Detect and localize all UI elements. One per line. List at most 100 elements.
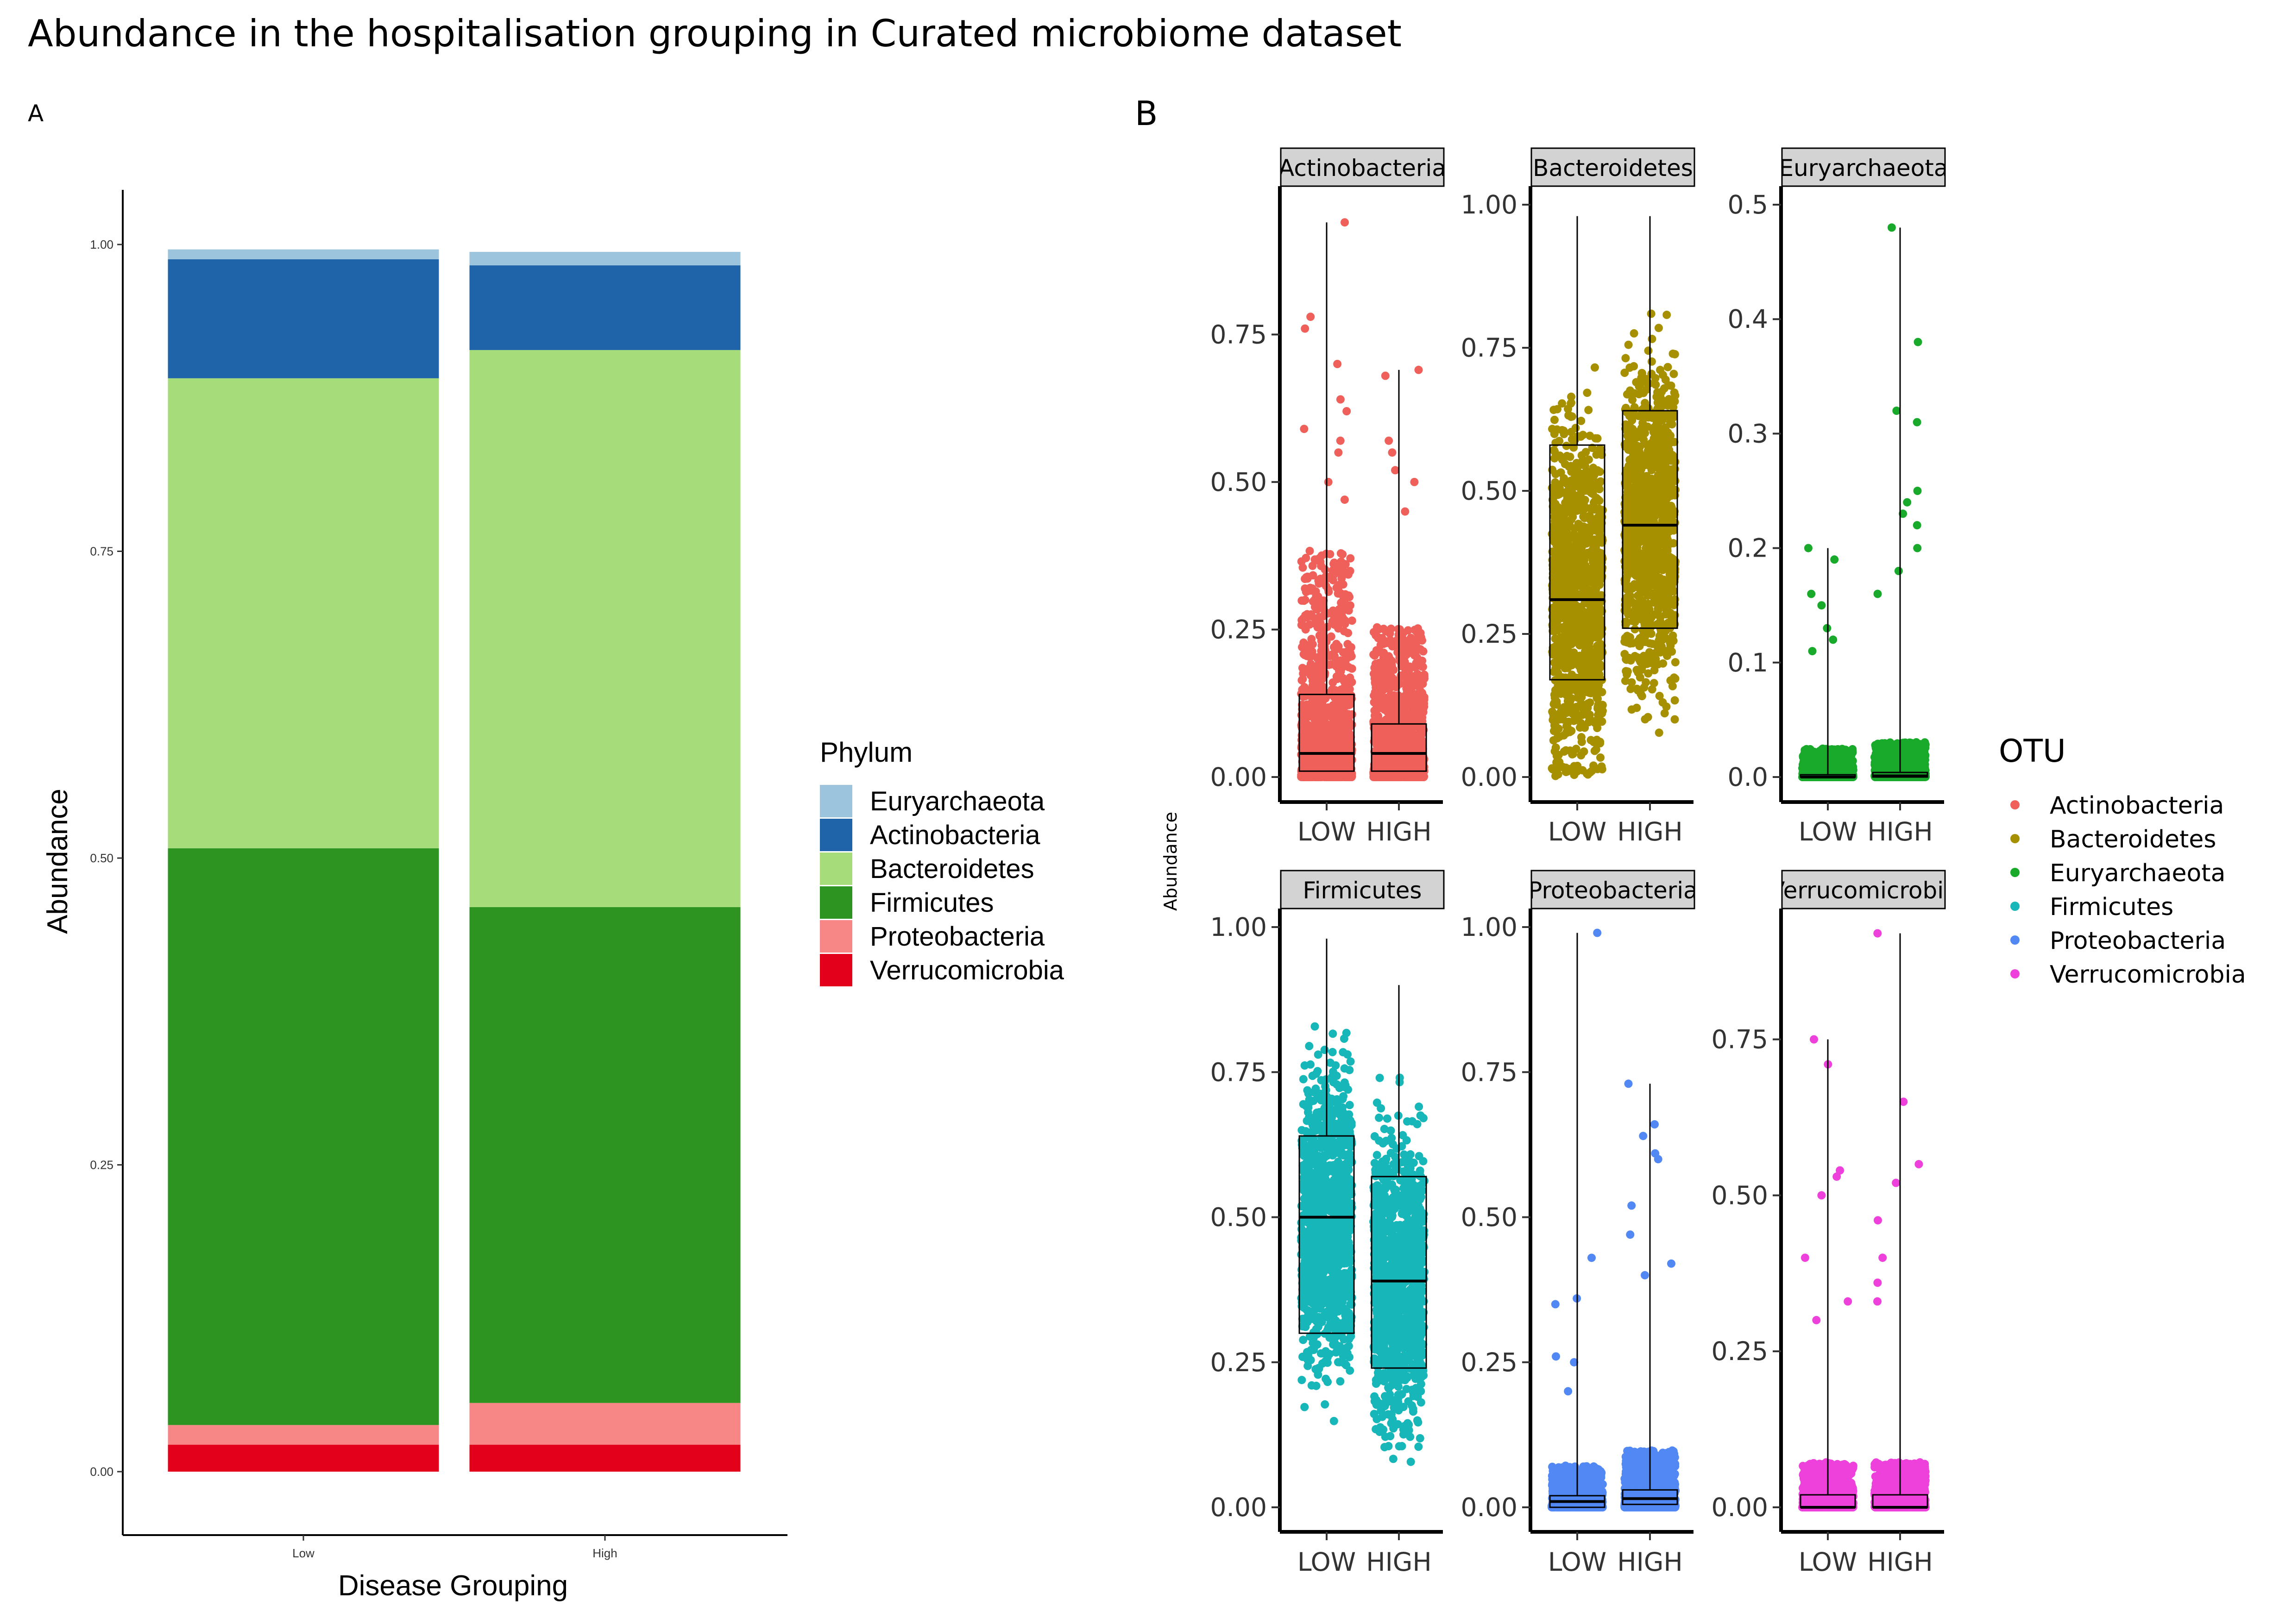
jitter-point (1592, 575, 1600, 584)
jitter-point (1571, 767, 1580, 776)
jitter-point (1337, 664, 1346, 672)
jitter-point (1313, 772, 1322, 781)
jitter-point (1576, 492, 1585, 501)
jitter-point (1322, 741, 1330, 750)
phylum-legend-title: Phylum (820, 737, 913, 768)
outlier-point (1336, 395, 1345, 404)
jitter-point (1627, 499, 1636, 508)
jitter-point (1649, 426, 1658, 435)
jitter-point (1390, 676, 1398, 685)
jitter-point (1593, 693, 1601, 702)
jitter-point (1577, 554, 1586, 563)
jitter-point (1655, 728, 1663, 737)
jitter-point (1301, 625, 1310, 634)
jitter-point (1641, 377, 1650, 386)
jitter-point (1390, 701, 1398, 709)
jitter-point (1344, 629, 1353, 637)
jitter-point (1583, 644, 1592, 653)
jitter-point (1656, 622, 1665, 631)
jitter-point (1420, 693, 1429, 702)
jitter-point (1626, 533, 1635, 542)
jitter-point (1637, 692, 1646, 701)
jitter-point (1303, 610, 1311, 619)
jitter-point (1639, 530, 1648, 539)
jitter-point (1308, 561, 1317, 570)
jitter-point (1560, 430, 1568, 439)
jitter-point (1557, 763, 1566, 771)
jitter-point (1628, 447, 1637, 456)
jitter-point (1567, 399, 1575, 408)
jitter-point (1370, 651, 1379, 660)
jitter-point (1656, 602, 1664, 610)
jitter-point (1640, 453, 1649, 462)
jitter-point (1320, 610, 1329, 619)
jitter-point (1327, 632, 1335, 641)
jitter-point (1652, 571, 1661, 580)
jitter-point (1626, 592, 1635, 600)
outlier-point (1401, 507, 1410, 516)
jitter-point (1647, 357, 1656, 366)
jitter-point (1328, 678, 1337, 687)
bar-segment-high-euryarchaeota (469, 251, 741, 266)
jitter-point (1668, 465, 1677, 474)
jitter-point (1624, 569, 1632, 578)
jitter-point (1384, 684, 1392, 693)
jitter-point (1666, 508, 1675, 516)
jitter-point (1626, 633, 1634, 642)
jitter-point (1642, 569, 1651, 578)
jitter-point (1345, 719, 1354, 727)
jitter-point (1649, 543, 1658, 552)
jitter-point (1566, 682, 1575, 691)
jitter-point (1347, 616, 1356, 625)
jitter-point (1561, 746, 1570, 755)
jitter-point (1372, 623, 1381, 632)
outlier-point (1410, 477, 1419, 486)
jitter-point (1659, 575, 1668, 584)
jitter-point (1647, 309, 1656, 318)
jitter-point (1306, 727, 1315, 735)
legend-label-verrucomicrobia: Verrucomicrobia (870, 955, 1064, 985)
jitter-point (1400, 647, 1409, 656)
outlier-point (1341, 218, 1349, 227)
jitter-point (1336, 564, 1345, 572)
jitter-point (1622, 426, 1631, 434)
panel-a-y-tick-label: 1.00 (90, 238, 113, 251)
jitter-point (1339, 728, 1347, 737)
jitter-point (1669, 370, 1678, 378)
jitter-point (1627, 678, 1636, 687)
bar-segment-low-actinobacteria (168, 259, 439, 378)
bar-segment-high-actinobacteria (469, 265, 741, 350)
jitter-point (1302, 757, 1311, 765)
jitter-point (1632, 571, 1641, 580)
outlier-point (1300, 425, 1309, 433)
jitter-point (1656, 455, 1665, 464)
jitter-point (1397, 771, 1406, 780)
jitter-point (1373, 734, 1382, 743)
jitter-point (1650, 446, 1659, 455)
jitter-point (1572, 562, 1580, 571)
jitter-point (1592, 745, 1600, 754)
bar-segment-high-firmicutes (469, 907, 741, 1403)
jitter-point (1379, 771, 1387, 780)
jitter-point (1549, 585, 1558, 594)
jitter-point (1312, 598, 1321, 607)
jitter-point (1406, 633, 1415, 642)
jitter-point (1330, 617, 1339, 626)
jitter-point (1598, 554, 1607, 563)
outlier-point (1324, 477, 1333, 486)
jitter-point (1567, 660, 1575, 669)
jitter-point (1392, 736, 1401, 745)
jitter-point (1405, 721, 1414, 729)
jitter-point (1622, 667, 1631, 676)
jitter-point (1557, 639, 1566, 648)
outlier-point (1414, 365, 1423, 374)
jitter-point (1575, 662, 1584, 671)
jitter-point (1562, 543, 1571, 552)
jitter-point (1590, 664, 1599, 672)
jitter-point (1635, 592, 1644, 601)
jitter-point (1564, 608, 1573, 616)
facet-y-tick-label: 0.50 (1461, 476, 1517, 506)
